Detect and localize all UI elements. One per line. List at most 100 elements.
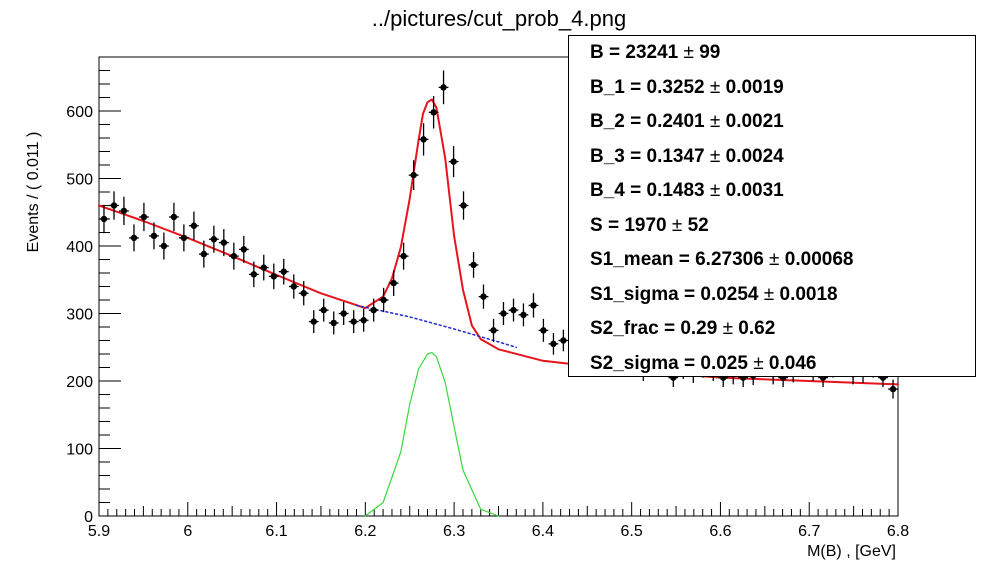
data-point (538, 318, 549, 342)
data-point (288, 274, 299, 299)
plus-minus-sign: ± (758, 283, 775, 305)
x-tick-label: 6.6 (709, 523, 731, 540)
data-point (548, 333, 559, 355)
data-point (468, 252, 479, 278)
data-point (248, 261, 259, 288)
point-marker (470, 261, 477, 269)
data-point (278, 258, 289, 285)
stats-row: S = 1970 ± 52 (590, 209, 709, 243)
data-point (358, 308, 369, 332)
data-point (458, 191, 469, 220)
point-marker (400, 252, 407, 260)
point-marker (220, 239, 228, 246)
chart-title: ../pictures/cut_prob_4.png (371, 6, 627, 31)
x-axis-label: M(B) , [GeV] (807, 543, 896, 560)
param-error: 0.0031 (720, 180, 784, 201)
param-error: 0.62 (733, 318, 776, 339)
param-value: S2_frac = 0.29 (590, 318, 718, 339)
x-tick-label: 6.3 (443, 523, 465, 540)
signal-curve (364, 352, 500, 517)
point-marker (460, 202, 467, 209)
plus-minus-sign: ± (763, 249, 780, 270)
point-marker (270, 273, 278, 280)
stats-row: S1_sigma = 0.0254 ± 0.0018 (590, 278, 838, 312)
point-marker (500, 310, 507, 317)
x-tick-label: 6 (183, 523, 192, 540)
param-error: 52 (682, 214, 709, 236)
y-axis: 0 100 200 300 400 500 600 (66, 70, 121, 526)
plus-minus-sign: ± (678, 42, 694, 63)
data-point (408, 160, 419, 190)
point-marker (340, 310, 347, 317)
y-tick-label: 300 (66, 307, 93, 324)
point-marker (450, 158, 457, 165)
plus-minus-sign: ± (704, 76, 721, 98)
data-point (498, 302, 509, 325)
plus-minus-sign: ± (704, 111, 721, 132)
point-marker (120, 207, 128, 215)
point-marker (410, 171, 417, 179)
data-point (308, 310, 319, 334)
data-point (438, 70, 449, 105)
point-marker (260, 264, 267, 271)
data-point (558, 329, 569, 352)
point-marker (210, 236, 218, 243)
point-marker (200, 250, 208, 258)
point-marker (360, 317, 367, 324)
data-point (418, 123, 429, 156)
param-error: 0.0024 (720, 145, 784, 167)
data-point (119, 196, 129, 226)
data-point (338, 302, 349, 325)
data-point (198, 240, 209, 268)
stats-row: B_4 = 0.1483 ± 0.0031 (590, 174, 784, 208)
data-point (208, 225, 219, 253)
param-value: B_1 = 0.3252 (590, 76, 705, 98)
y-tick-label: 600 (66, 104, 93, 121)
data-point (448, 146, 459, 178)
point-marker (100, 215, 108, 223)
x-tick-label: 6.1 (265, 523, 287, 540)
total-fit-curve (98, 98, 899, 386)
data-point (388, 270, 399, 296)
point-marker (889, 385, 897, 393)
point-marker (530, 302, 537, 309)
point-marker (160, 242, 168, 250)
data-point (478, 284, 489, 309)
x-tick-label: 6.5 (621, 523, 643, 540)
data-point (109, 191, 119, 220)
stats-row: B_3 = 0.1347 ± 0.0024 (590, 140, 784, 174)
data-point (178, 224, 189, 252)
point-marker (280, 268, 287, 275)
data-point (189, 211, 199, 240)
stats-row: B = 23241 ± 99 (590, 36, 720, 70)
stats-row: B_1 = 0.3252 ± 0.0019 (590, 71, 784, 105)
param-value: S1_sigma = 0.0254 (590, 283, 759, 305)
data-point (318, 298, 329, 322)
data-point (169, 202, 179, 232)
fit-stats-box: B = 23241 ± 99 B_1 = 0.3252 ± 0.0019 B_2 =… (568, 35, 976, 377)
point-marker (130, 234, 138, 242)
data-point (129, 224, 139, 252)
stats-row: S2_frac = 0.29 ± 0.62 (590, 312, 775, 346)
param-error: 0.046 (763, 352, 817, 374)
data-point (258, 254, 269, 281)
stats-row: S2_sigma = 0.025 ± 0.046 (590, 347, 816, 381)
fit-curves (98, 98, 899, 517)
data-point (139, 202, 149, 232)
point-marker (310, 318, 317, 325)
point-marker (380, 296, 387, 304)
point-marker (390, 279, 397, 287)
point-marker (150, 232, 158, 240)
point-marker (140, 213, 148, 221)
y-tick-label: 500 (66, 172, 93, 189)
point-marker (490, 327, 497, 334)
data-point (488, 318, 499, 342)
point-marker (170, 213, 178, 221)
param-value: S2_sigma = 0.025 (590, 352, 748, 374)
data-point (428, 96, 439, 129)
data-point (328, 311, 339, 335)
point-marker (240, 246, 247, 253)
point-marker (190, 222, 198, 229)
plus-minus-sign: ± (704, 145, 721, 167)
y-tick-label: 200 (66, 374, 93, 391)
